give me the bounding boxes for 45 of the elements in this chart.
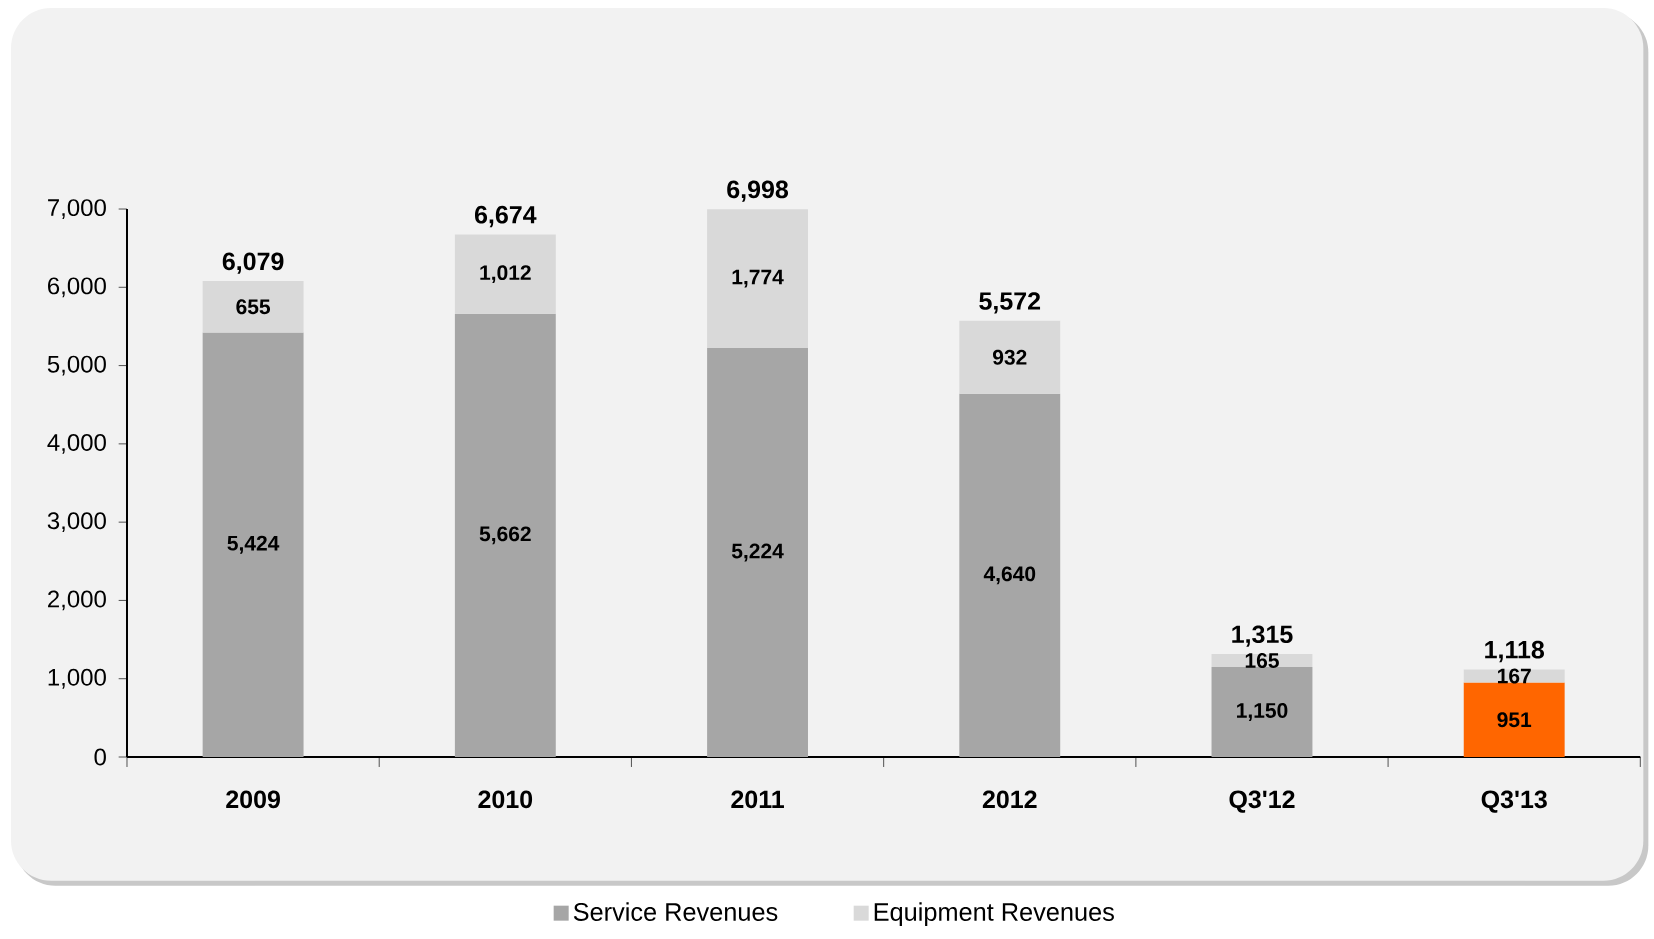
x-tick-label: 2011: [731, 790, 784, 809]
total-label: 1,315: [1232, 625, 1293, 647]
y-tick-label: 5,000: [47, 355, 106, 376]
total-label: 6,998: [727, 180, 789, 202]
total-label: 6,079: [222, 252, 284, 274]
legend-label: Service Revenues: [573, 902, 778, 921]
y-tick-label: 6,000: [48, 277, 106, 298]
y-tick-label: 2,000: [48, 590, 106, 611]
bar: [959, 320, 1061, 394]
y-tick-label: 7,000: [48, 199, 106, 219]
total-label: 6,674: [474, 205, 537, 228]
data-label: 932: [992, 349, 1027, 365]
legend-label: Equipment Revenues: [874, 902, 1114, 926]
x-tick-label: 2009: [226, 790, 280, 809]
x-tick-label: 2010: [478, 790, 533, 809]
data-label: 5,662: [479, 526, 531, 545]
bar: [454, 234, 556, 314]
y-tick-label: 0: [94, 748, 106, 766]
data-label: 655: [236, 299, 271, 315]
data-label: 1,012: [480, 265, 531, 284]
bar: [454, 313, 556, 757]
data-label: 5,224: [731, 543, 784, 562]
x-tick-label: Q3'12: [1229, 790, 1295, 813]
bar: [707, 348, 808, 757]
data-label: 5,424: [227, 535, 280, 554]
total-label: 5,572: [979, 292, 1041, 314]
bar: [707, 209, 808, 349]
data-label: 1,774: [732, 269, 784, 288]
bar: [1463, 682, 1565, 757]
y-tick-label: 3,000: [47, 512, 106, 533]
bar: [959, 393, 1061, 757]
data-label: 951: [1497, 712, 1532, 728]
data-label: 1,150: [1237, 703, 1288, 721]
bar: [1211, 666, 1313, 757]
data-label: 4,640: [983, 566, 1036, 585]
y-tick-label: 1,000: [48, 668, 106, 689]
bar: [202, 281, 304, 333]
x-tick-label: 2012: [982, 790, 1037, 809]
y-tick-label: 4,000: [47, 433, 106, 454]
x-tick-label: Q3'13: [1481, 790, 1547, 813]
bar: [202, 332, 304, 757]
bar: [1463, 669, 1565, 683]
total-label: 1,118: [1485, 640, 1545, 663]
data-label: 165: [1245, 653, 1279, 668]
data-label: 167: [1497, 668, 1531, 684]
